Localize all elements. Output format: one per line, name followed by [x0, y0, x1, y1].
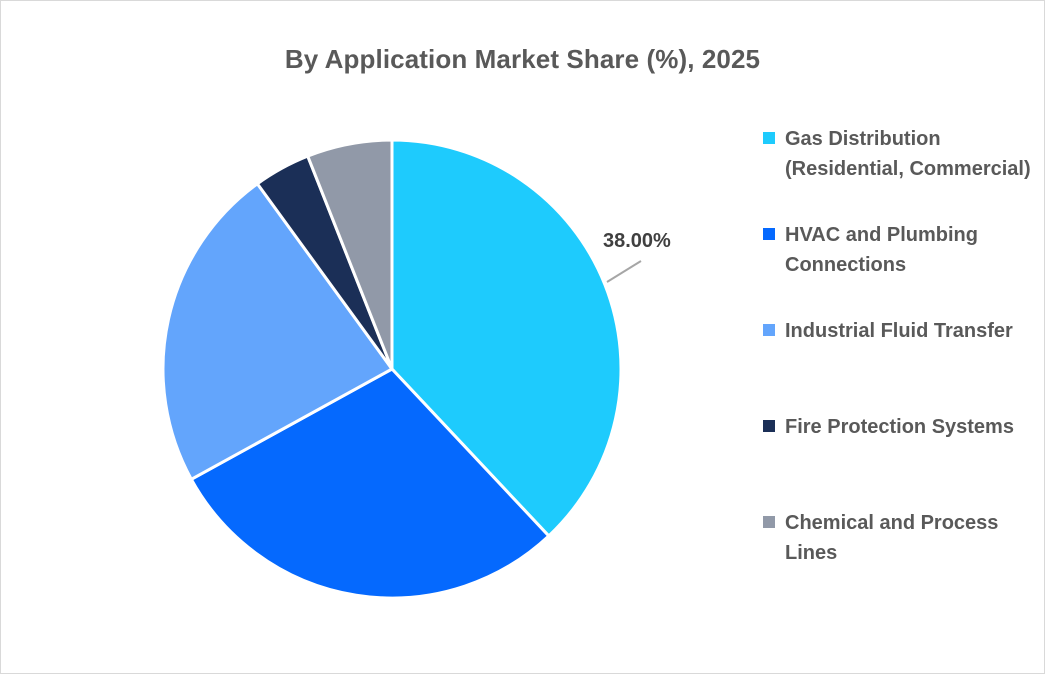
pie-slice-chemical-process — [306, 138, 394, 371]
leader-line — [606, 260, 642, 283]
legend-item-hvac-plumbing: HVAC and Plumbing Connections — [763, 220, 1035, 280]
pie-slice-hvac-plumbing — [189, 367, 551, 600]
legend-swatch — [763, 324, 775, 336]
legend-label: Gas Distribution (Residential, Commercia… — [785, 128, 1031, 180]
pie-slice-gas-distribution — [390, 138, 623, 538]
legend-label: Chemical and Process Lines — [785, 512, 999, 564]
legend-label: HVAC and Plumbing Connections — [785, 224, 978, 276]
legend-item-industrial-fluid: Industrial Fluid Transfer — [763, 316, 1035, 346]
legend-item-fire-protection: Fire Protection Systems — [763, 412, 1035, 442]
legend-item-chemical-process: Chemical and Process Lines — [763, 508, 1035, 568]
legend-swatch — [763, 516, 775, 528]
legend-swatch — [763, 420, 775, 432]
chart-title: By Application Market Share (%), 2025 — [284, 44, 761, 74]
legend-swatch — [763, 132, 775, 144]
legend-label: Industrial Fluid Transfer — [785, 320, 1013, 342]
legend-label: Fire Protection Systems — [785, 416, 1014, 438]
pie-slice-industrial-fluid — [161, 182, 394, 481]
data-label-gas-distribution: 38.00% — [603, 230, 671, 252]
pie-slices — [161, 138, 623, 600]
legend-item-gas-distribution: Gas Distribution (Residential, Commercia… — [763, 124, 1035, 184]
legend-swatch — [763, 228, 775, 240]
